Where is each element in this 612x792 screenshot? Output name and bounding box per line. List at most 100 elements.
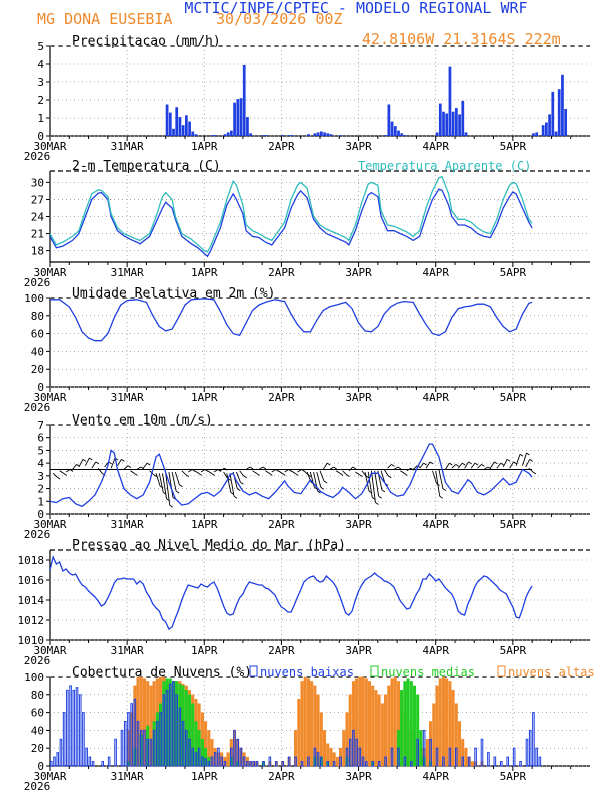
wind-barb [284,469,289,473]
panel-title: Umidade Relativa em 2m (%) [72,286,276,301]
wind-barb-flag [494,461,498,465]
y-tick-label: 2 [37,94,44,107]
precip-bar [551,91,555,136]
cloud-low-bar [332,761,336,767]
y-tick-label: 60 [31,328,44,341]
wind-barb [364,471,370,492]
cloud-low-bar [53,756,56,767]
y-tick-label: 0 [37,381,44,394]
cloud-low-bar [133,698,137,767]
precip-bar [188,121,191,136]
precip-bar [239,98,243,136]
cloud-low-bar [487,752,490,767]
x-year-label: 2026 [24,150,51,163]
cloud-low-bar [56,752,59,767]
cloud-low-bar [435,747,439,767]
wind-barb-flag [169,504,173,508]
panel-precip: 30MAR 31MAR 1APR 2APR 3APR 4APR 5APR 2026 0 1 2 3 4 5… [24,34,590,163]
cloud-high-bar [342,730,346,767]
x-tick-label: 3APR [345,391,372,404]
x-year-label: 2026 [24,780,51,792]
wind-barb [174,471,180,485]
cloud-low-bar [246,761,249,767]
wind-barb [158,473,164,493]
wind-barb [117,459,122,466]
cloud-low-bar [320,756,323,767]
cloud-low-bar [361,756,365,767]
run-label: 30/03/2026 00Z [216,10,342,28]
cloud-high-bar [335,756,339,767]
legend-swatch [249,665,258,677]
cloud-low-bar [403,756,407,767]
y-tick-label: 1010 [18,634,45,647]
cloud-low-bar [480,738,484,767]
y-tick-label: 27 [31,193,44,206]
wind-barb [142,462,148,469]
wind-barb [303,470,309,475]
y-tick-label: 4 [37,457,44,470]
panel-slp: 30MAR 31MAR 1APR 2APR 3APR 4APR 5APR 2026 1010 10… [18,538,590,667]
wind-barb [194,470,199,474]
x-tick-label: 4APR [422,770,449,783]
precip-bar [326,133,330,136]
cloud-low-bar [162,694,166,767]
cloud-low-bar [384,756,387,767]
wind-barb [522,452,527,466]
wind-barb-flag [381,489,386,493]
y-tick-label: 0 [37,130,44,143]
wind-barb-flag [243,475,247,479]
precip-bar [191,131,195,136]
precip-bar [390,121,394,136]
y-tick-label: 1016 [18,574,45,587]
cloud-low-bar [127,712,130,767]
x-tick-label: 2APR [268,770,295,783]
wind-barb [229,473,235,497]
cloud-high-bar [432,703,436,767]
wind-barb-flag [249,466,254,470]
panel-wind: 30MAR 31MAR 1APR 2APR 3APR 4APR 5APR 2026 012345… [24,413,590,541]
wind-barb [451,464,457,469]
cloud-low-bar [239,747,243,767]
cloud-low-bar [535,747,538,767]
cloud-low-bar [528,729,532,767]
wind-barb-flag [423,462,427,466]
cloud-low-bar [88,756,92,767]
wind-barb-flag [487,466,492,470]
wind-barb-flag [63,472,67,476]
wind-barb [509,461,515,469]
x-tick-label: 1APR [191,266,218,279]
x-tick-label: 3APR [345,770,372,783]
wind-barb [361,470,367,477]
cloud-low-bar [275,761,278,767]
cloud-high-bar [441,676,445,767]
panel-title: Pressao ao Nivel Medio do Mar (hPa) [72,538,346,553]
wind-barb [400,470,405,474]
cloud-low-bar [233,729,236,767]
cloud-mid-bar [403,681,407,767]
wind-barb [387,464,392,469]
cloud-low-bar [268,756,272,767]
cloud-high-bar [364,678,368,767]
wind-barb-flag [397,466,402,470]
precip-bar [548,114,551,136]
cloud-high-bar [445,678,449,767]
wind-barb-flag [146,462,151,466]
cloud-low-bar [130,703,133,767]
cloud-high-bar [425,739,429,767]
cloud-low-bar [123,721,127,767]
precip-bar [397,130,400,136]
y-tick-label: 4 [37,58,44,71]
wind-barb [207,470,212,474]
cloud-low-bar [519,761,522,767]
wind-barb-flag [153,474,157,477]
wind-barb [290,470,296,474]
cloud-low-bar [217,747,220,767]
wind-barb-flag [439,495,443,499]
wind-barb [297,469,302,473]
cloud-low-bar [358,747,362,767]
wind-barb-flag [256,472,260,476]
precip-bar [233,102,236,136]
wind-barb [322,462,328,470]
wind-barb [470,462,476,469]
cloud-low-bar [197,747,201,767]
